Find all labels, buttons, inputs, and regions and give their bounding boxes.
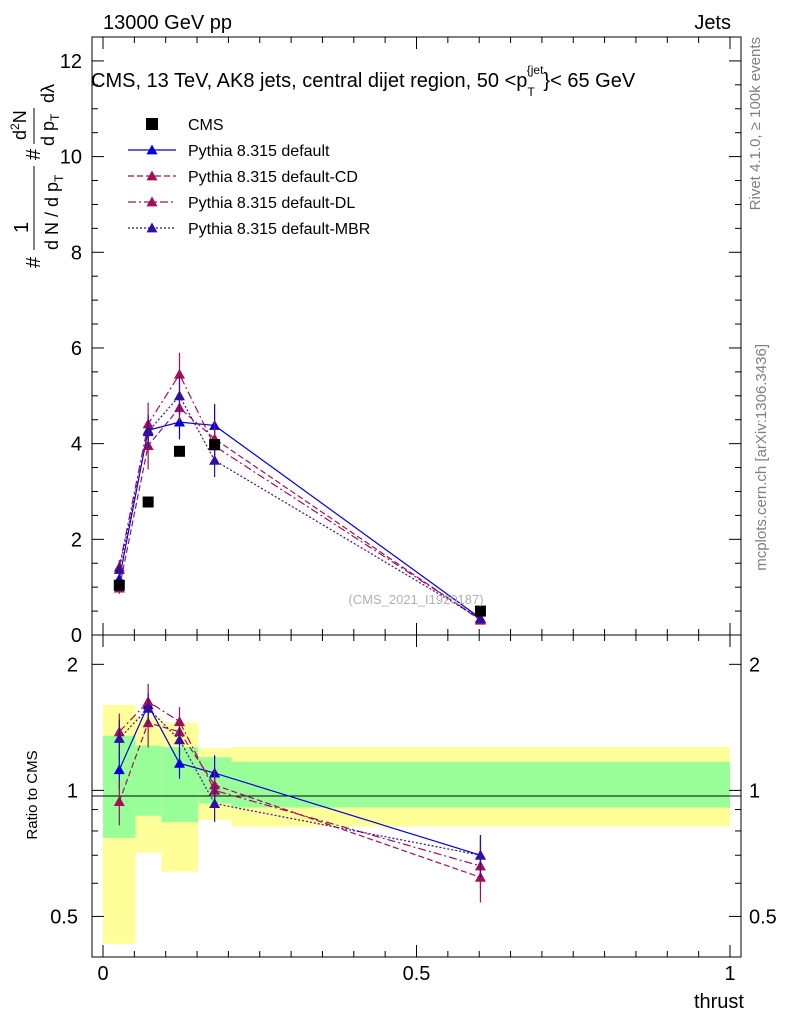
rivet-label: Rivet 4.1.0, ≥ 100k events [747,37,764,210]
main-point-mbr [474,613,486,624]
ylabel-dN: d N / d pT [42,174,66,250]
main-ytick-label: 0 [71,625,82,647]
legend-label: CMS [188,117,224,134]
energy-label: 13000 GeV pp [103,12,232,34]
x-axis-label: thrust [694,991,744,1013]
category-label: Jets [694,12,731,34]
ratio-ytick-label-right: 1 [749,780,760,802]
x-tick-label: 0.5 [403,963,431,985]
ratio-ticks: 0.5 0.5 1 1 2 2 [50,635,777,957]
x-tick-label: 0 [97,963,108,985]
plot-title-main: CMS, 13 TeV, AK8 jets, central dijet reg… [91,70,527,92]
ratio-point-default [113,764,125,775]
ratio-line-dl [118,700,481,867]
ratio-ytick-label: 0.5 [50,906,78,928]
ratio-point-mbr [173,734,185,745]
main-ticks: 0 2 4 6 8 10 12 [60,37,741,647]
legend-marker-cd [146,170,158,181]
ratio-ylabel: Ratio to CMS [24,750,41,839]
legend-label: Pythia 8.315 default-DL [188,195,355,212]
ratio-series [113,683,486,903]
ratio-ytick-label-right: 0.5 [749,906,777,928]
main-line-cd [118,406,481,621]
ratio-point-default [173,757,185,768]
main-point-cms [173,445,185,457]
main-point-mbr [113,563,125,574]
main-ytick-label: 6 [71,338,82,360]
ratio-point-mbr [474,849,486,860]
main-ylabel: # 1 d N / d pT # d2N d pT dλ [8,84,66,268]
main-ytick-label: 10 [60,147,82,169]
ratio-band-stat [231,761,730,808]
ratio-ytick-label-right: 2 [749,654,760,676]
ratio-ytick-label: 1 [67,780,78,802]
ratio-bands [103,704,730,944]
legend-marker-mbr [146,222,158,233]
ylabel-dlambda: dλ [38,84,58,103]
ratio-line-mbr [118,707,481,856]
ratio-point-mbr [142,702,154,713]
legend-marker-default [146,144,158,155]
main-point-mbr [209,454,221,465]
ratio-point-mbr [209,798,221,808]
plot-title-sup: {jet [527,63,544,77]
main-ytick-label: 8 [71,242,82,264]
main-line-mbr [118,394,481,620]
ylabel-d2N: d2N [8,110,30,140]
legend-label: Pythia 8.315 default-CD [188,169,358,186]
main-point-cms [113,579,125,591]
ylabel-hash: # [23,256,45,268]
main-ytick-label: 4 [71,434,82,456]
main-point-mbr [173,390,185,401]
x-ticklabels: 0 0.5 1 [97,963,735,985]
main-point-mbr [142,426,154,437]
ratio-point-dl [173,716,185,726]
ylabel-hash-2: # [23,148,45,160]
ratio-panel: 0.5 0.5 1 1 2 2 [50,634,777,958]
mcplots-label: mcplots.cern.ch [arXiv:1306.3436] [753,344,770,571]
x-tick-label: 1 [724,963,735,985]
plot-title: CMS, 13 TeV, AK8 jets, central dijet reg… [91,63,636,99]
main-point-cms [142,496,154,508]
ratio-band-stat [135,745,162,816]
legend-label: Pythia 8.315 default-MBR [188,221,370,238]
plot-title-tail: }< 65 GeV [543,70,635,92]
legend: CMS Pythia 8.315 default Pythia 8.315 defa… [128,117,370,238]
main-point-cms [209,439,221,451]
ratio-point-cd [113,796,125,807]
main-ytick-label: 12 [60,51,82,73]
main-line-default [118,421,481,619]
main-point-dl [173,368,185,379]
plot-title-sub: T [527,85,535,99]
legend-marker-dl [146,196,158,207]
main-panel: 0 2 4 6 8 10 12 [60,36,742,647]
legend-marker-cms [146,118,158,130]
main-point-cms [474,605,486,617]
analysis-id: (CMS_2021_I1920187) [348,592,483,607]
legend-label: Pythia 8.315 default [188,143,330,160]
ratio-point-mbr [113,733,125,743]
ylabel-dpt: d pT [38,113,62,146]
main-series [113,352,486,625]
main-ytick-label: 2 [71,529,82,551]
ratio-ytick-label: 2 [67,654,78,676]
ylabel-num: 1 [11,222,33,233]
ratio-line-cd [118,722,481,878]
